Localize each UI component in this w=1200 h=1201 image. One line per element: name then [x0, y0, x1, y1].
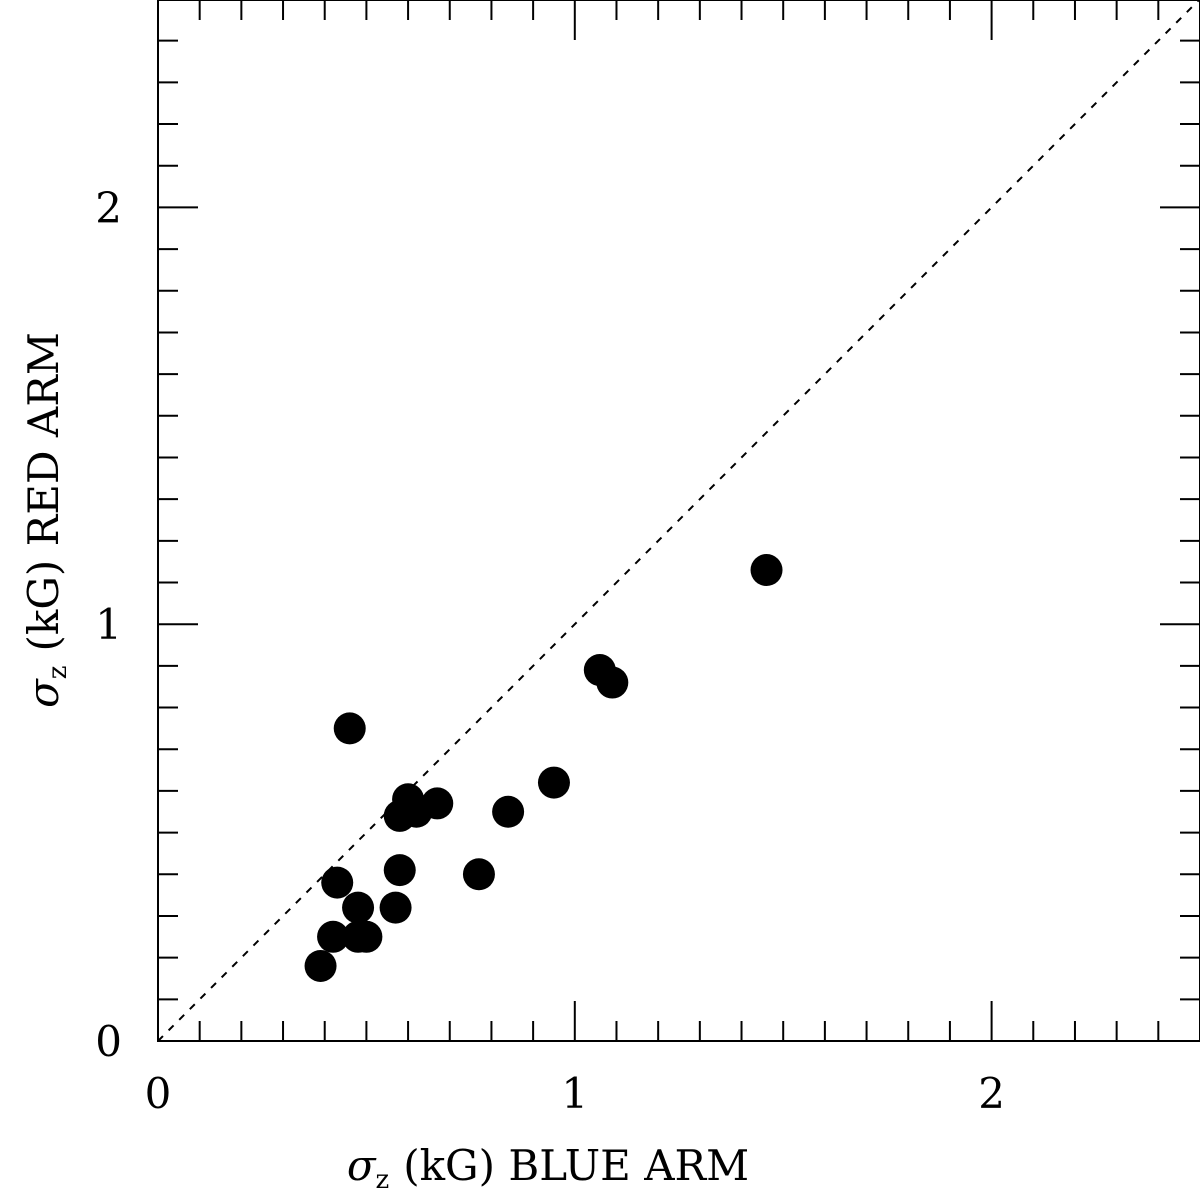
tick-labels: 0 1 2 0 1 2 — [95, 183, 1005, 1118]
data-point — [379, 891, 412, 924]
data-point — [421, 787, 454, 820]
data-point — [537, 766, 570, 799]
x-tick-label: 0 — [145, 1069, 172, 1118]
y-tick-label: 1 — [95, 600, 122, 649]
data-point — [462, 858, 495, 891]
data-point — [750, 554, 783, 587]
data-point — [383, 854, 416, 887]
y-tick-label: 2 — [95, 183, 122, 232]
y-axis-label-symbol: σ — [19, 678, 68, 708]
data-point — [333, 712, 366, 745]
y-axis-label: σz (kG) RED ARM — [19, 332, 73, 708]
plot-frame — [157, 0, 1200, 1042]
x-axis-label: σz (kG) BLUE ARM — [347, 1141, 749, 1195]
major-ticks — [158, 0, 1200, 1041]
identity-reference-line — [157, 0, 1200, 1042]
x-tick-label: 1 — [561, 1069, 588, 1118]
data-point — [317, 920, 350, 953]
data-point — [304, 949, 337, 982]
data-point — [596, 666, 629, 699]
data-points — [304, 554, 783, 982]
x-tick-label: 2 — [978, 1069, 1005, 1118]
y-axis-label-text: (kG) RED ARM — [19, 332, 68, 651]
data-point — [321, 866, 354, 899]
data-point — [492, 795, 525, 828]
data-point — [342, 891, 375, 924]
x-axis-label-subscript: z — [376, 1165, 390, 1195]
data-point — [350, 920, 383, 953]
x-axis-label-symbol: σ — [347, 1141, 377, 1190]
minor-ticks — [158, 0, 1200, 1041]
y-axis-label-subscript: z — [43, 666, 73, 680]
y-tick-label: 0 — [95, 1017, 122, 1066]
x-axis-label-text: (kG) BLUE ARM — [403, 1141, 749, 1190]
